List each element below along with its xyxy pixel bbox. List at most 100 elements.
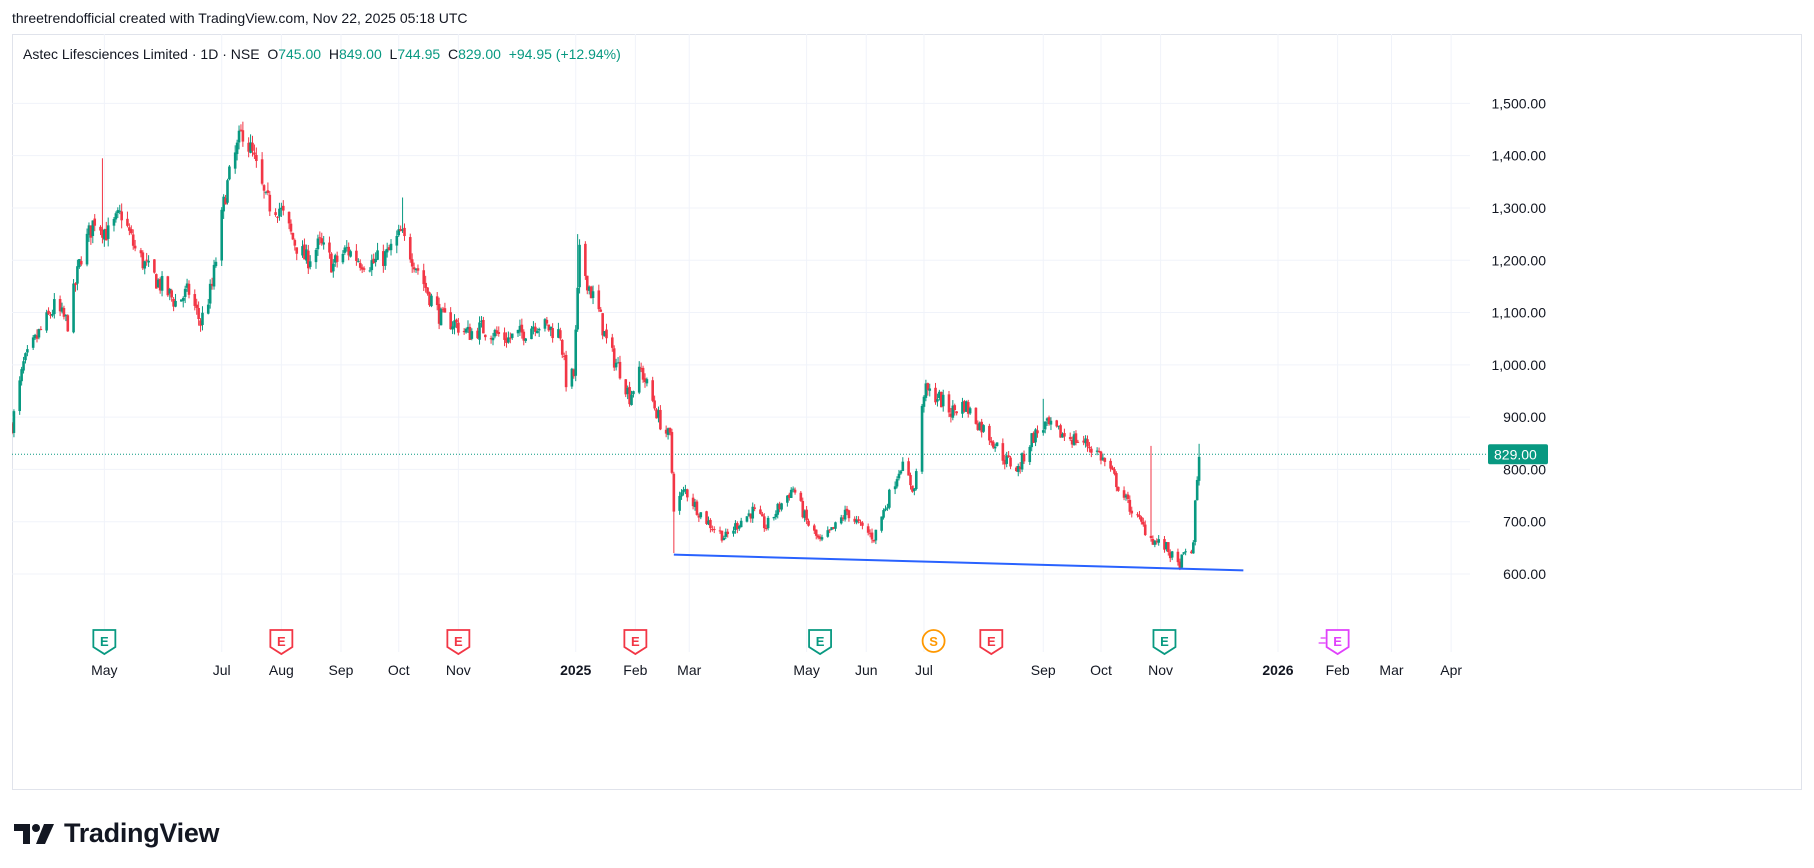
candle-body — [214, 261, 218, 267]
candle-body — [104, 228, 108, 241]
candle-body — [79, 260, 83, 265]
candle-body — [639, 368, 643, 370]
candle-body — [789, 489, 793, 498]
candle-body — [482, 320, 485, 334]
candle-body — [591, 291, 595, 298]
candle-body — [699, 512, 703, 518]
candle-body — [1049, 420, 1053, 425]
candle-body — [72, 283, 75, 333]
candle-body — [1095, 450, 1099, 452]
tradingview-logo[interactable]: TradingView — [14, 818, 220, 849]
candle-body — [51, 313, 54, 316]
earnings-event-icon: E — [623, 629, 648, 656]
candle-body — [347, 246, 350, 256]
candle-body — [1047, 417, 1051, 425]
candle-body — [1016, 466, 1020, 472]
candle-body — [913, 488, 916, 491]
candle-body — [691, 497, 695, 507]
candle-body — [516, 329, 520, 334]
candle-body — [559, 330, 562, 339]
candle-body — [682, 489, 685, 493]
candle-body — [462, 331, 466, 333]
candle-body — [101, 229, 104, 238]
candle-body — [988, 425, 991, 441]
candle-body — [711, 529, 714, 531]
candle-body — [828, 529, 831, 531]
candle-body — [349, 251, 352, 257]
candle-body — [747, 513, 751, 516]
candle-body — [18, 380, 21, 412]
candle-body — [289, 223, 293, 232]
candle-body — [1082, 440, 1085, 443]
candle-body — [1090, 448, 1093, 453]
time-tick-label: Jun — [855, 662, 878, 678]
candle-body — [724, 531, 728, 537]
candle-body — [939, 391, 943, 408]
candle-body — [601, 313, 604, 336]
candle-body — [1153, 540, 1157, 545]
candle-body — [510, 333, 514, 338]
candle-body — [341, 253, 345, 263]
candle-body — [610, 337, 614, 348]
candle-body — [303, 244, 306, 260]
event-badge-shape — [92, 629, 117, 656]
candle-body — [47, 310, 50, 314]
candle-body — [562, 355, 566, 357]
candle-body — [778, 503, 781, 510]
candle-body — [372, 258, 376, 264]
candle-body — [58, 299, 62, 312]
time-axis[interactable]: May Jul Aug Sep Oct Nov 2025 Feb Mar May Jun Jul Sep… — [91, 662, 1462, 678]
candle-body — [476, 330, 479, 339]
candle-body — [938, 391, 941, 399]
price-tick-label: 700.00 — [1503, 514, 1546, 530]
candle-body — [734, 523, 737, 530]
event-badge-letter: E — [1333, 634, 1342, 649]
chart-frame — [12, 34, 1802, 790]
candle-body — [358, 262, 362, 268]
candle-body — [1059, 425, 1062, 438]
candle-body — [888, 489, 891, 508]
candle-body — [637, 366, 641, 393]
candle-body — [495, 330, 499, 334]
candle-body — [834, 522, 837, 529]
candle-body — [287, 211, 291, 224]
candle-body — [139, 250, 143, 254]
candle-body — [1195, 479, 1199, 501]
price-tick-label: 800.00 — [1503, 461, 1546, 477]
candle-body — [31, 337, 35, 348]
candle-body — [990, 440, 993, 443]
candle-body — [805, 509, 808, 521]
candle-body — [426, 287, 429, 294]
candle-body — [357, 261, 360, 263]
candle-body — [318, 237, 322, 239]
candle-body — [322, 242, 325, 245]
candle-body — [686, 489, 689, 498]
candle-body — [657, 410, 660, 418]
candle-body — [226, 180, 229, 203]
candle-body — [924, 383, 928, 398]
candle-body — [160, 276, 164, 291]
candle-body — [295, 247, 299, 254]
candle-body — [853, 518, 857, 522]
candle-body — [845, 508, 849, 512]
candle-body — [1178, 561, 1182, 569]
price-chart[interactable]: E E E E E S E E E 600.00 700.00 800.00 900.00 1,000.… — [12, 34, 1802, 790]
price-tick-label: 1,100.00 — [1492, 305, 1547, 321]
candle-body — [820, 537, 824, 540]
candle-body — [491, 337, 495, 341]
candle-body — [343, 247, 347, 253]
price-axis[interactable]: 600.00 700.00 800.00 900.00 1,000.00 1,100.00… — [1492, 95, 1547, 582]
candle-body — [537, 328, 541, 331]
candle-body — [626, 387, 629, 395]
candle-body — [154, 274, 158, 289]
event-badge-letter: E — [277, 634, 286, 649]
candle-body — [301, 246, 304, 256]
candle-body — [759, 509, 762, 514]
candle-body — [624, 379, 628, 395]
candle-body — [389, 243, 393, 251]
symbol-title[interactable]: Astec Lifesciences Limited · 1D · NSE — [23, 46, 260, 62]
candle-body — [680, 492, 683, 497]
candle-body — [936, 399, 939, 402]
candle-body — [262, 185, 266, 191]
price-tick-label: 1,400.00 — [1492, 148, 1547, 164]
